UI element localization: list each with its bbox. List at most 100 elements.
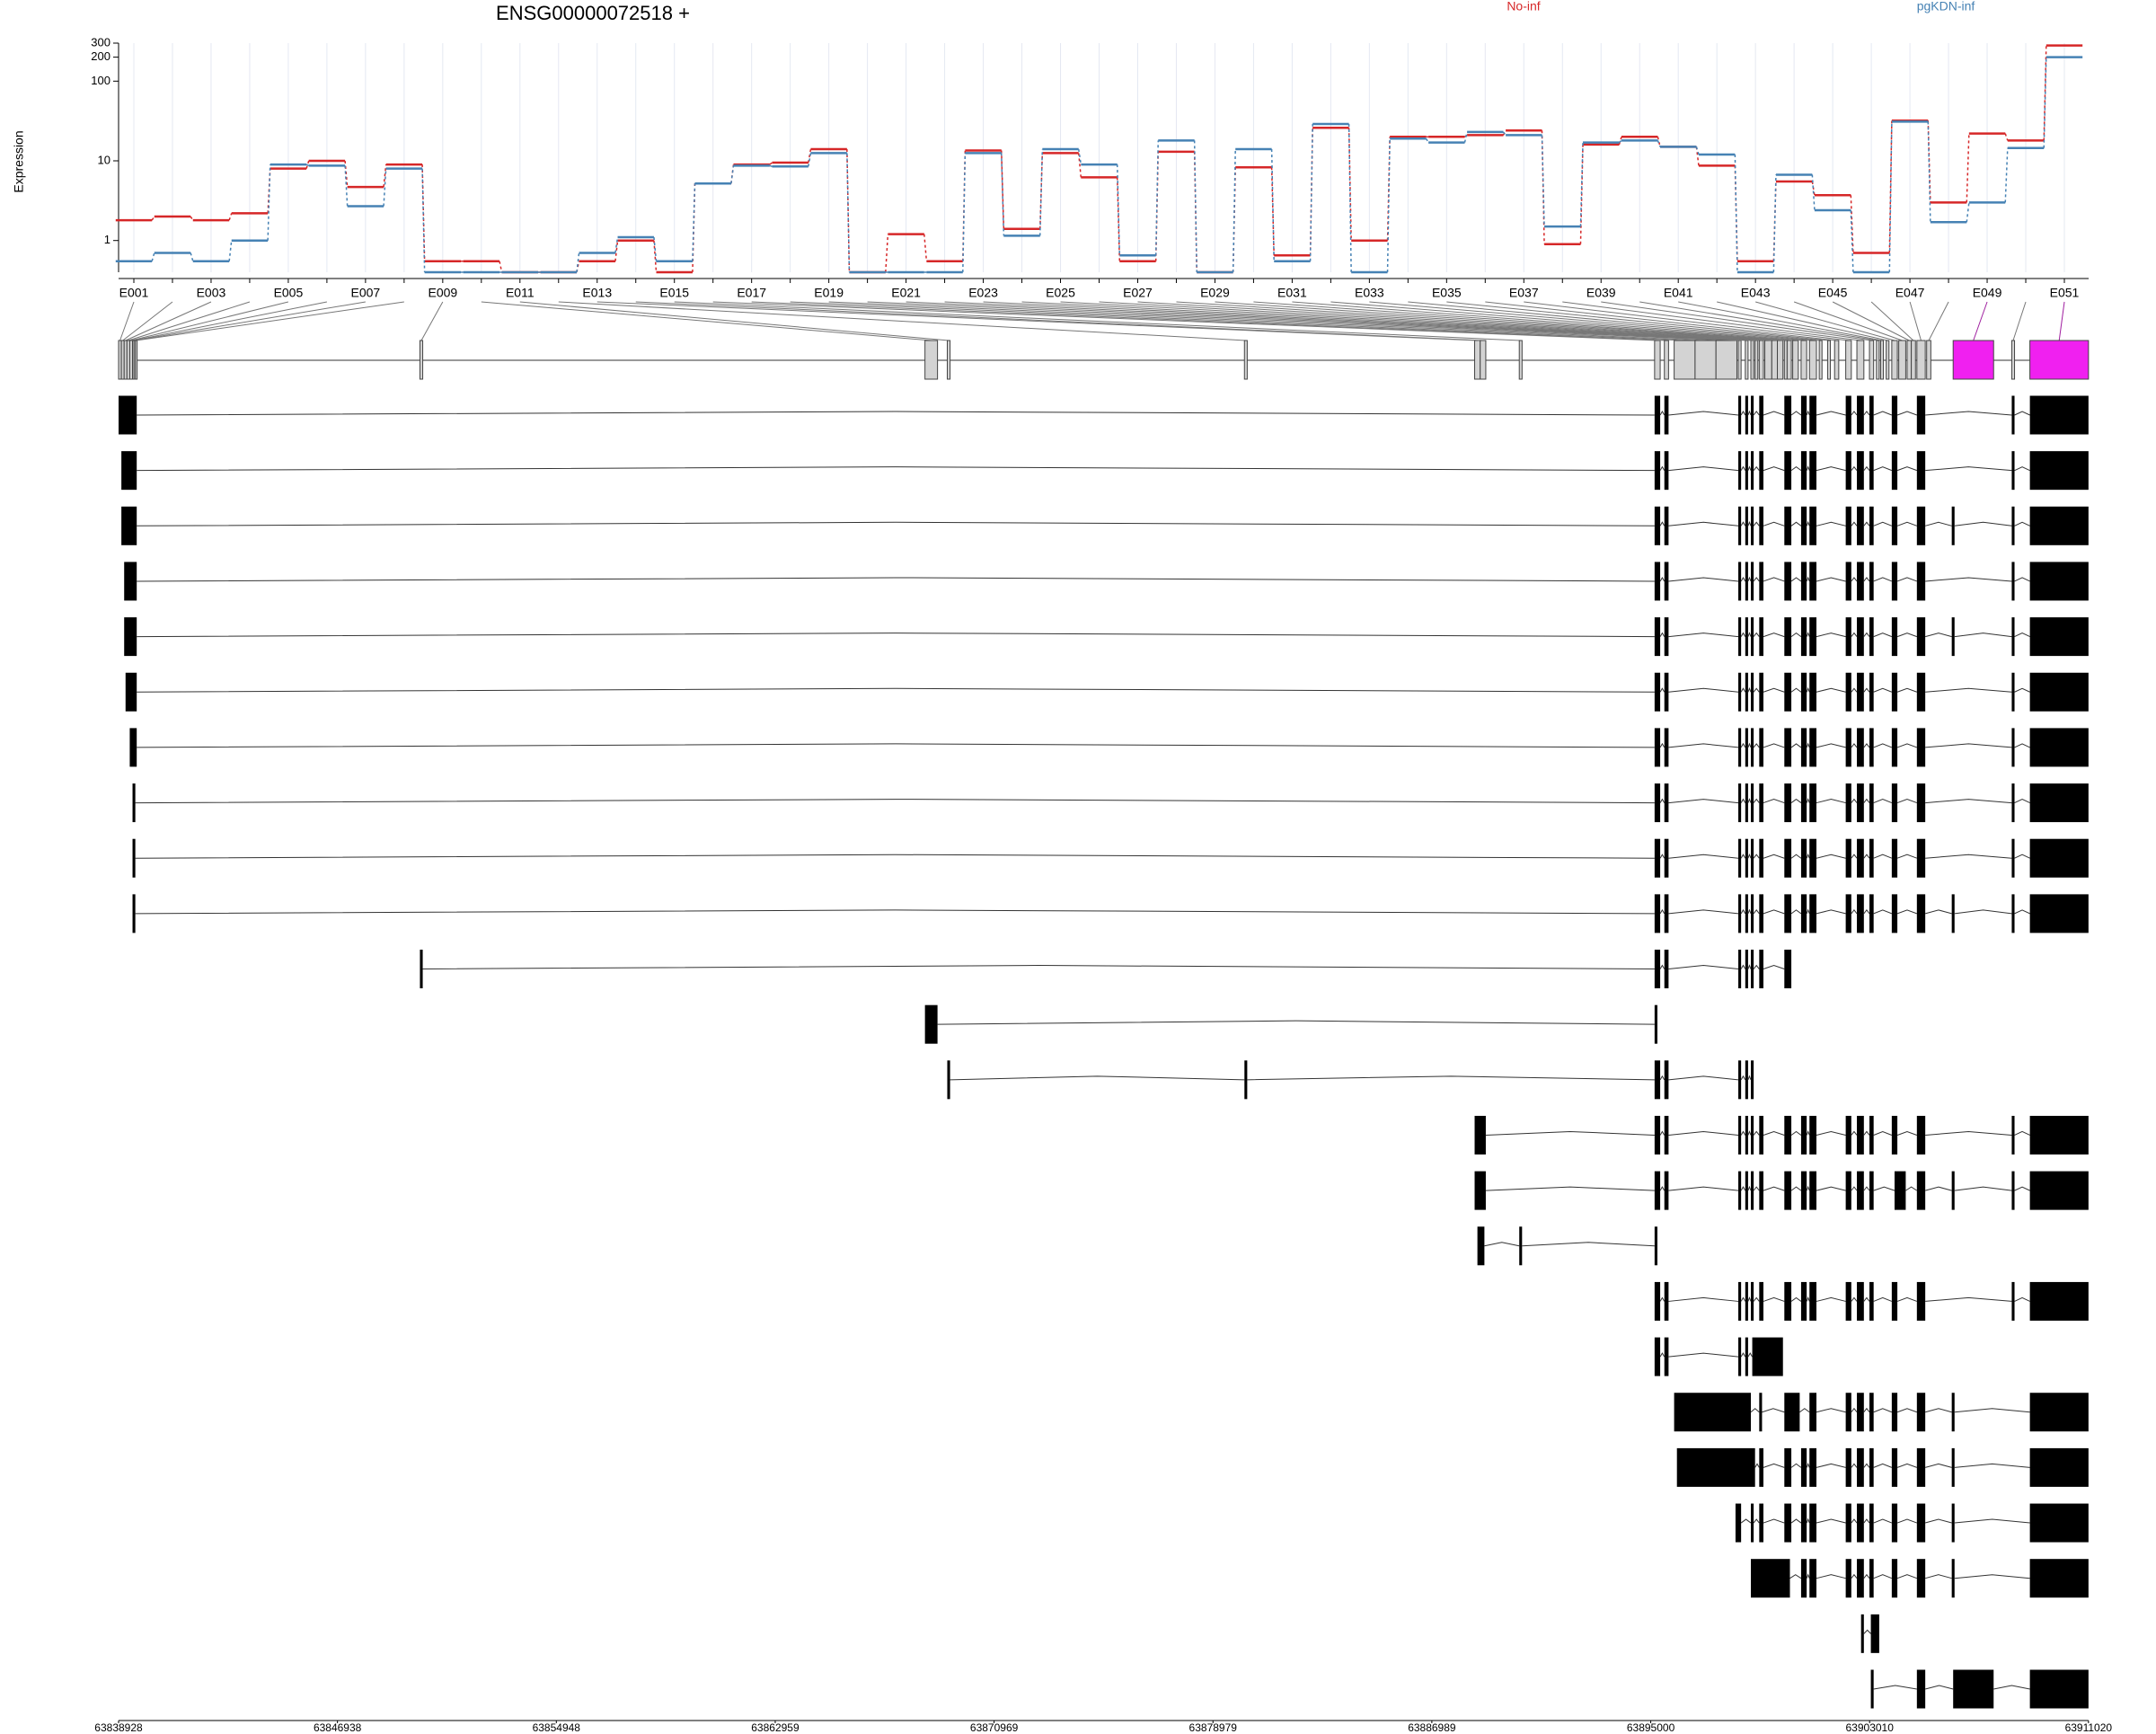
transcript-exon [2029, 1503, 2089, 1543]
intron [135, 909, 1655, 915]
step-connector [885, 234, 889, 273]
transcript-exon [1664, 1281, 1669, 1321]
intron [1740, 1518, 1752, 1524]
intron [1816, 1130, 1846, 1136]
transcript-exon [1654, 562, 1661, 601]
intron [1790, 466, 1802, 472]
transcript-exon [1891, 1447, 1898, 1487]
transcript-exon [1784, 783, 1792, 823]
intron [1659, 908, 1666, 915]
transcript-exon [121, 506, 137, 545]
intron [1763, 1518, 1785, 1524]
transcript-exon [132, 894, 136, 933]
intron [1863, 798, 1870, 803]
intron [1740, 854, 1746, 859]
intron [1740, 521, 1746, 526]
transcript-exon [1738, 783, 1742, 823]
intron [1763, 687, 1785, 693]
transcript-exon [1751, 562, 1754, 601]
x-tick-label: E007 [351, 286, 381, 300]
transcript-exon [1845, 617, 1851, 657]
transcript-exon [1891, 1559, 1898, 1598]
intron [1790, 854, 1802, 859]
transcript-exon [1751, 1281, 1754, 1321]
intron [1806, 908, 1810, 915]
transcript-exon [1916, 506, 1926, 545]
intron [1753, 521, 1760, 526]
exon-link [1973, 301, 1988, 341]
transcript-exon [1845, 672, 1851, 712]
transcript-exon [1745, 894, 1748, 933]
intron [2014, 466, 2030, 472]
transcript-exon [1751, 1559, 1790, 1598]
transcript-exon [1857, 506, 1864, 545]
transcript-exon [1857, 728, 1864, 767]
transcript-exon [2029, 1559, 2089, 1598]
intron [1747, 1296, 1752, 1302]
transcript-exon [1738, 728, 1742, 767]
intron [1806, 1463, 1810, 1468]
transcript-exon [1751, 1060, 1754, 1100]
x-tick-label: E011 [506, 286, 535, 300]
transcript-exon [1654, 950, 1661, 989]
transcript-exon [1800, 617, 1807, 657]
transcript-exon [1474, 1115, 1486, 1155]
intron [1747, 964, 1752, 969]
transcript-exon [1951, 894, 1955, 933]
transcript-exon [1654, 1226, 1657, 1266]
transcript-exon [1916, 728, 1926, 767]
model-exon [1833, 340, 1840, 380]
genome-tick-label: 63903010 [1846, 1721, 1895, 1734]
x-tick-label: E023 [968, 286, 998, 300]
intron [2014, 799, 2030, 804]
transcript-exon [1759, 562, 1763, 601]
model-exon [1771, 340, 1779, 380]
intron [1873, 854, 1893, 859]
intron [1925, 411, 2012, 416]
step-connector [267, 164, 271, 241]
transcript-exon [1784, 451, 1792, 491]
transcript-exon [1759, 1281, 1763, 1321]
intron [1851, 411, 1858, 416]
intron [1816, 799, 1846, 804]
intron [1659, 964, 1666, 969]
intron [1806, 465, 1810, 471]
intron [1816, 909, 1846, 915]
transcript-exon [1759, 672, 1763, 712]
intron [1668, 577, 1739, 582]
intron [1863, 1573, 1870, 1579]
transcript-exon [1759, 1393, 1763, 1432]
intron [1873, 743, 1893, 748]
transcript-exon [1800, 1171, 1807, 1210]
legend-label: No-inf [1507, 0, 1540, 13]
step-connector [653, 236, 658, 261]
transcript-exon [1891, 728, 1898, 767]
intron [1925, 909, 1952, 915]
intron [1873, 909, 1893, 915]
transcript-exon [1809, 1115, 1817, 1155]
model-exon [1474, 340, 1481, 380]
exon-link [1446, 301, 1830, 341]
transcript-exon [1751, 783, 1754, 823]
model-exon [1898, 340, 1906, 380]
step-connector [1888, 121, 1893, 273]
transcript-exon [2011, 617, 2015, 657]
step-connector [1309, 123, 1313, 261]
intron [1816, 1463, 1846, 1468]
intron [1851, 798, 1858, 803]
intron [1863, 1629, 1871, 1634]
exon-link [712, 301, 1657, 341]
chart-title: ENSG00000072518 + [496, 2, 690, 24]
step-connector [1618, 139, 1622, 144]
intron [1816, 411, 1846, 416]
genome-tick-label: 63886989 [1408, 1721, 1456, 1734]
transcript-exon [1800, 451, 1807, 491]
exon-link [1099, 301, 1769, 341]
intron [1896, 854, 1917, 859]
transcript-exon [1738, 1115, 1742, 1155]
transcript-exon [1800, 506, 1807, 545]
transcript-exon [1891, 672, 1898, 712]
step-connector [769, 162, 773, 165]
transcript-exon [1809, 1171, 1817, 1210]
transcript-exon [1784, 1115, 1792, 1155]
